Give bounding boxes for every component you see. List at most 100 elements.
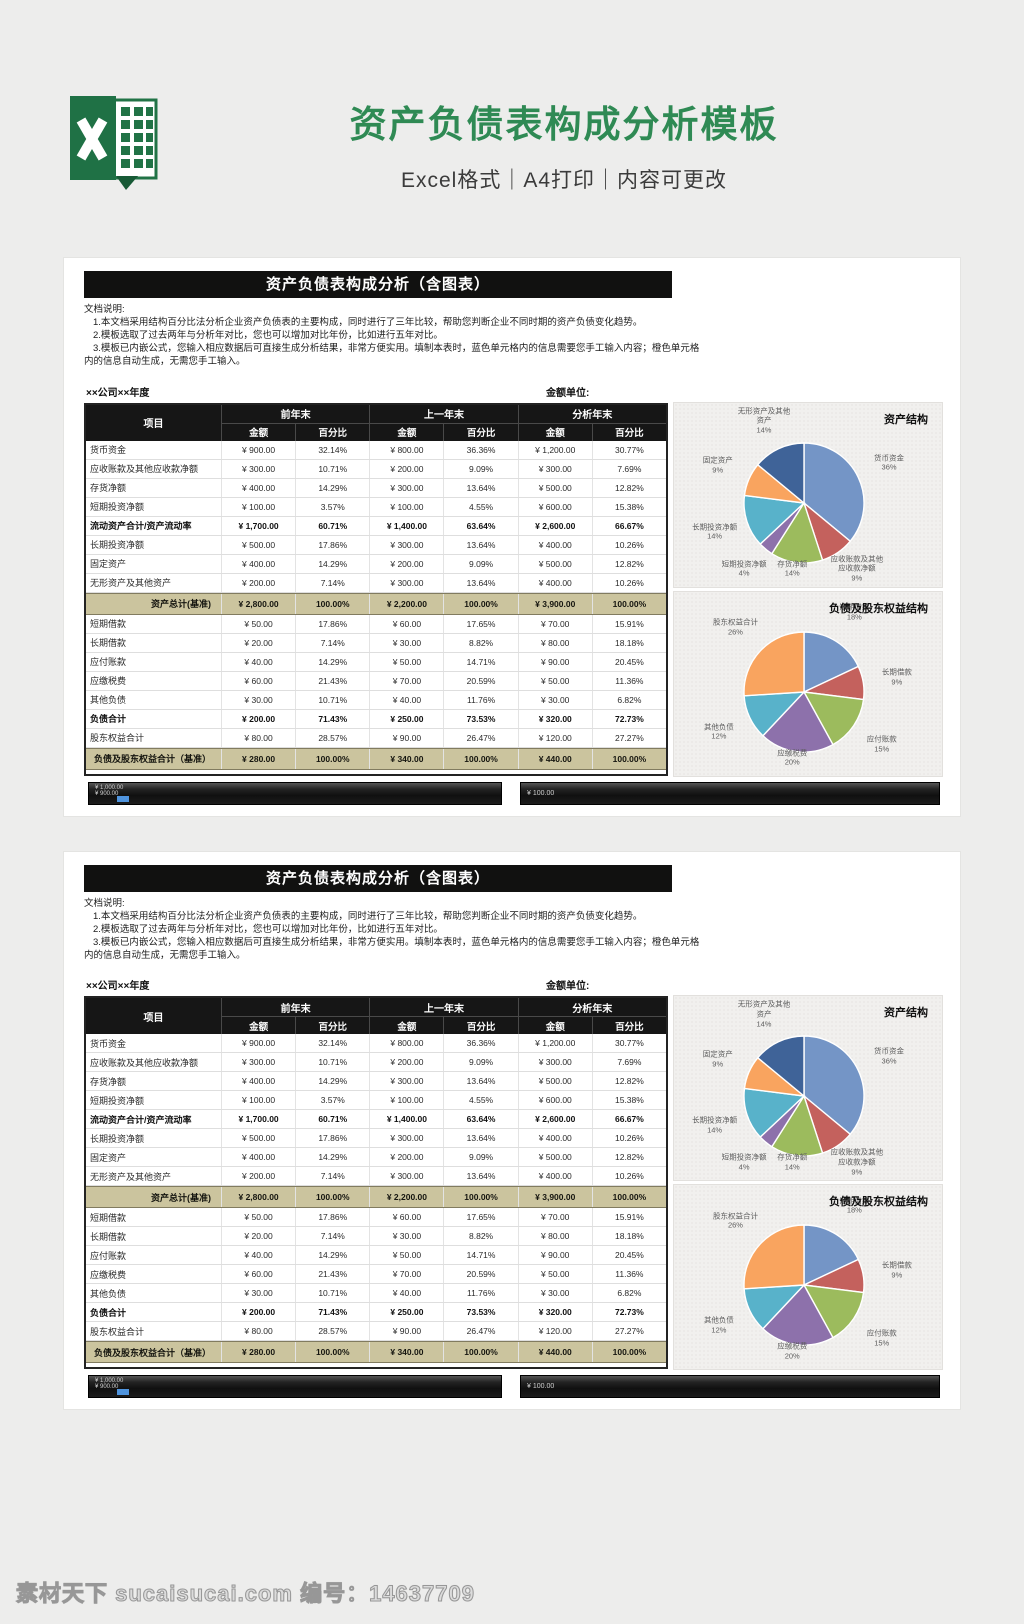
company-year-label: ××公司××年度 xyxy=(86,387,150,399)
col-group-analysis: 分析年末 xyxy=(517,404,666,423)
cell-value: 10.26% xyxy=(591,535,666,554)
pie-label: 货币资金 36% xyxy=(874,1046,905,1066)
table-row: 其他负债 ¥ 30.00 10.71% ¥ 40.00 11.76% ¥ 30.00 6.8… xyxy=(86,690,666,710)
cell-value: ¥ 90.00 xyxy=(369,728,443,747)
col-group-analysis: 分析年末 xyxy=(517,998,666,1017)
doc-note-line: 2.模板选取了过去两年与分析年对比，您也可以增加对比年份，比如进行五年对比。 xyxy=(93,923,443,935)
doc-note-line: 2.模板选取了过去两年与分析年对比，您也可以增加对比年份，比如进行五年对比。 xyxy=(93,330,443,342)
pie-label: 存货净额 14% xyxy=(777,558,808,578)
cell-value: 14.29% xyxy=(295,652,369,671)
cell-value: 12.82% xyxy=(591,478,666,497)
cell-value: 28.57% xyxy=(295,1322,369,1341)
pie-label: 存货净额 14% xyxy=(777,1152,808,1172)
table-row: 无形资产及其他资产 ¥ 200.00 7.14% ¥ 300.00 13.64% ¥ 40… xyxy=(86,573,666,593)
cell-value: ¥ 400.00 xyxy=(221,1148,295,1167)
cell-value: ¥ 280.00 xyxy=(221,1342,295,1363)
cell-value: ¥ 30.00 xyxy=(517,1284,592,1303)
cell-value: ¥ 300.00 xyxy=(221,459,295,478)
table-header: 项目 前年末 上一年末 分析年末 金额 百分比 金额 百分比 金额 百分比 xyxy=(86,404,666,441)
cell-value: ¥ 900.00 xyxy=(221,440,295,459)
cell-value: ¥ 300.00 xyxy=(369,573,443,592)
cell-value: 10.71% xyxy=(295,1053,369,1072)
row-label: 流动资产合计/资产流动率 xyxy=(90,1114,192,1125)
pie-slice xyxy=(770,1094,824,1157)
cell-value: 27.27% xyxy=(591,728,666,747)
table-row: 应收账款及其他应收款净额 ¥ 300.00 10.71% ¥ 200.00 9.09% ¥… xyxy=(86,459,666,479)
cell-value: ¥ 40.00 xyxy=(221,1246,295,1265)
row-label: 负债合计 xyxy=(90,714,127,725)
cell-value: ¥ 70.00 xyxy=(517,1208,592,1227)
cell-value: 12.82% xyxy=(591,554,666,573)
col-group-prev1: 上一年末 xyxy=(369,404,517,423)
cell-value: ¥ 200.00 xyxy=(221,709,295,728)
bar-series-chip xyxy=(117,1389,129,1396)
cell-value: ¥ 400.00 xyxy=(221,554,295,573)
cell-value: 100.00% xyxy=(591,1342,666,1363)
charts-column: 货币资金 36% 应收账款及其他应收款净额 9% 存货净额 14% 短期投资净额 4% 长期投资… xyxy=(674,402,942,776)
pie-label: 其他负债 12% xyxy=(703,1315,734,1335)
pie-label: 短期借款 18% xyxy=(839,1195,870,1215)
cell-value: 13.64% xyxy=(443,1167,517,1186)
cell-value: 63.64% xyxy=(443,516,517,535)
cell-value: ¥ 120.00 xyxy=(517,728,592,747)
cell-value: ¥ 200.00 xyxy=(221,1303,295,1322)
cell-value: 15.38% xyxy=(591,497,666,516)
pie-slice xyxy=(803,1035,865,1136)
amount-unit-label: 金额单位: xyxy=(546,387,590,399)
cell-value: ¥ 600.00 xyxy=(517,1091,592,1110)
pie-slice xyxy=(761,690,834,753)
table-row: 长期投资净额 ¥ 500.00 17.86% ¥ 300.00 13.64% ¥ 400.… xyxy=(86,535,666,555)
amount-unit-label: 金额单位: xyxy=(546,981,590,993)
cell-value: ¥ 300.00 xyxy=(517,459,592,478)
pie-slice xyxy=(756,1035,805,1098)
cell-value: ¥ 900.00 xyxy=(221,1034,295,1053)
cell-value: 15.91% xyxy=(591,1208,666,1227)
cell-value: 20.45% xyxy=(591,652,666,671)
bar-axis-labels: ¥ 100.00 xyxy=(527,790,554,797)
company-year-label: ××公司××年度 xyxy=(86,981,150,993)
cell-value: 8.82% xyxy=(443,633,517,652)
cell-value: 7.14% xyxy=(295,1227,369,1246)
cell-value: 8.82% xyxy=(443,1227,517,1246)
cell-value: 100.00% xyxy=(443,593,517,614)
cell-value: ¥ 3,900.00 xyxy=(517,1187,592,1208)
sheet-title-bar: 资产负债表构成分析（含图表） xyxy=(84,864,672,892)
cell-value: ¥ 250.00 xyxy=(369,1303,443,1322)
row-label: 货币资金 xyxy=(90,445,127,456)
row-label: 负债及股东权益合计（基准） xyxy=(93,1347,211,1358)
col-sub-amount: 金额 xyxy=(369,1016,444,1035)
pie-label: 长期借款 9% xyxy=(881,1260,912,1280)
cell-value: ¥ 70.00 xyxy=(369,1265,443,1284)
liability-equity-pie-chart: 短期借款 18% 长期借款 9% 应付账款 15% 应缴税费 20% 其他负债 12% 股东权益合计… xyxy=(674,1185,942,1370)
cell-value: 63.64% xyxy=(443,1110,517,1129)
cell-value: ¥ 120.00 xyxy=(517,1322,592,1341)
cell-value: ¥ 50.00 xyxy=(221,614,295,633)
col-sub-amount: 金额 xyxy=(517,1016,592,1035)
pie-label: 短期借款 18% xyxy=(839,602,870,622)
cell-value: ¥ 500.00 xyxy=(517,1148,592,1167)
cell-value: 66.67% xyxy=(591,1110,666,1129)
row-label: 流动资产合计/资产流动率 xyxy=(90,521,192,532)
cell-value: ¥ 80.00 xyxy=(221,1322,295,1341)
doc-note-line: 3.模板已内嵌公式，您输入相应数据后可直接生成分析结果，非常方便实用。填制本表时… xyxy=(84,936,700,961)
cell-value: 14.29% xyxy=(295,478,369,497)
cell-value: 18.18% xyxy=(591,633,666,652)
cell-value: ¥ 500.00 xyxy=(221,535,295,554)
cell-value: 60.71% xyxy=(295,516,369,535)
bar-axis-label: ¥ 1,000.00 xyxy=(95,1378,124,1385)
page-subtitle: Excel格式｜A4打印｜内容可更改 xyxy=(400,169,728,192)
liability-equity-pie-chart: 短期借款 18% 长期借款 9% 应付账款 15% 应缴税费 20% 其他负债 12% 股东权益合计… xyxy=(674,591,942,776)
cell-value: ¥ 300.00 xyxy=(369,478,443,497)
cell-value: ¥ 30.00 xyxy=(221,690,295,709)
row-label: 应收账款及其他应收款净额 xyxy=(90,464,199,475)
panel-main: 项目 前年末 上一年末 分析年末 金额 百分比 金额 百分比 金额 百分比 货币… xyxy=(84,996,942,1370)
cell-value: 14.29% xyxy=(295,1148,369,1167)
cell-value: ¥ 440.00 xyxy=(517,1342,592,1363)
cell-value: ¥ 1,400.00 xyxy=(369,516,443,535)
row-label: 股东权益合计 xyxy=(90,1326,145,1337)
cell-value: 100.00% xyxy=(295,1187,369,1208)
cell-value: 71.43% xyxy=(295,709,369,728)
pie-label: 固定资产 9% xyxy=(702,1049,733,1068)
cell-value: ¥ 1,400.00 xyxy=(369,1110,443,1129)
cell-value: ¥ 50.00 xyxy=(517,671,592,690)
